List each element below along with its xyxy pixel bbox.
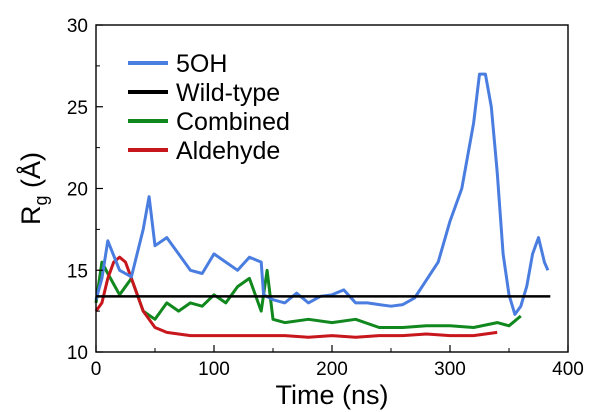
y-axis-title: Rg (Å) [15,152,51,225]
y-tick-label: 30 [67,16,88,37]
y-axis-title-unit: (Å) [15,152,46,196]
y-tick-label: 10 [67,343,88,364]
y-tick-label: 20 [67,180,88,201]
legend-label: Combined [176,108,290,136]
axis-ticks: 0 100 200 300 400 10 15 20 25 30 [67,16,584,380]
series-line-combined [94,260,522,329]
x-tick-label: 200 [316,359,348,380]
x-tick-label: 400 [552,359,584,380]
y-tick-label: 15 [67,261,88,282]
y-axis-title-main: R [16,206,46,226]
y-tick-label: 25 [67,98,88,119]
series-line-5oh [94,72,550,316]
legend-label: Wild-type [176,79,280,107]
y-axis-title-sub: g [31,195,51,205]
plot-lines [94,72,551,339]
legend-label: 5OH [176,50,227,78]
x-tick-label: 300 [434,359,466,380]
x-tick-label: 100 [198,359,230,380]
series-line-aldehyde [94,255,498,339]
x-axis-title: Time (ns) [276,380,389,410]
x-tick-label: 0 [91,359,102,380]
legend-label: Aldehyde [176,137,280,165]
